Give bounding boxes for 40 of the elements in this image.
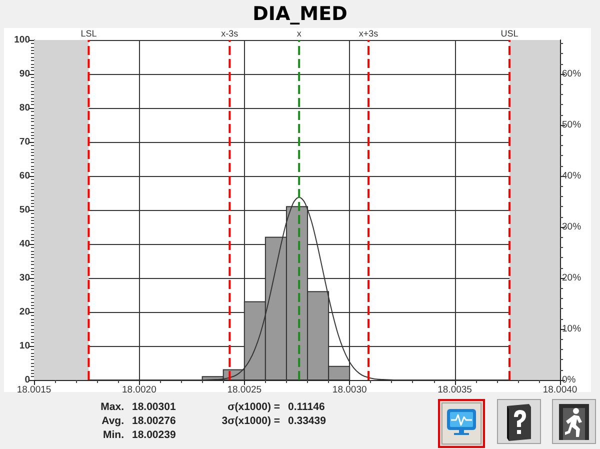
ref-line-label: USL: [500, 28, 518, 38]
text: 18.00301: [132, 401, 176, 414]
y-tick-label: 100: [14, 34, 30, 46]
y-tick-label: 90: [19, 68, 30, 80]
y-tick-label: 20: [19, 306, 30, 318]
chart-title: DIA_MED: [252, 3, 348, 25]
x-tick-label: 18.0035: [438, 384, 472, 396]
x-tick-label: 18.0015: [16, 384, 52, 396]
x-tick-label: 18.0020: [122, 384, 156, 396]
y-tick-label: 50: [19, 204, 30, 216]
x-tick-label: 18.0030: [332, 384, 367, 396]
y2-tick-label: 10%: [562, 324, 582, 335]
y-tick-label: 30: [19, 272, 30, 284]
y-tick-label: 40: [19, 238, 30, 250]
y-tick-label: 60: [19, 170, 30, 182]
text: Avg.: [102, 415, 124, 428]
ref-line-label: LSL: [80, 28, 97, 38]
y2-tick-label: 20%: [562, 272, 582, 284]
ref-line-label: x-3s: [221, 28, 239, 38]
text: Max.: [100, 401, 124, 414]
ref-line-label: x+3s: [358, 28, 379, 38]
text: 0.33439: [288, 415, 326, 428]
y-tick-label: 10: [19, 340, 30, 352]
text: 18.00239: [132, 429, 176, 442]
y2-tick-label: 0%: [562, 374, 576, 386]
y2-tick-label: 40%: [562, 170, 582, 182]
y-tick-label: 70: [19, 136, 30, 148]
text: 18.00276: [132, 415, 176, 428]
y2-tick-label: 50%: [562, 120, 582, 131]
y2-tick-label: 60%: [562, 68, 582, 80]
y-tick-label: 0: [24, 374, 30, 386]
y-tick-label: 80: [19, 102, 30, 114]
ref-line-label: x: [296, 28, 302, 38]
x-tick-label: 18.0040: [542, 384, 578, 396]
text: 0.11146: [288, 401, 325, 414]
x-tick-label: 18.0025: [227, 384, 262, 396]
text: 3σ(x1000) =: [222, 415, 280, 428]
text: σ(x1000) =: [228, 401, 280, 414]
y2-tick-label: 30%: [562, 222, 582, 233]
text: Min.: [103, 429, 124, 442]
